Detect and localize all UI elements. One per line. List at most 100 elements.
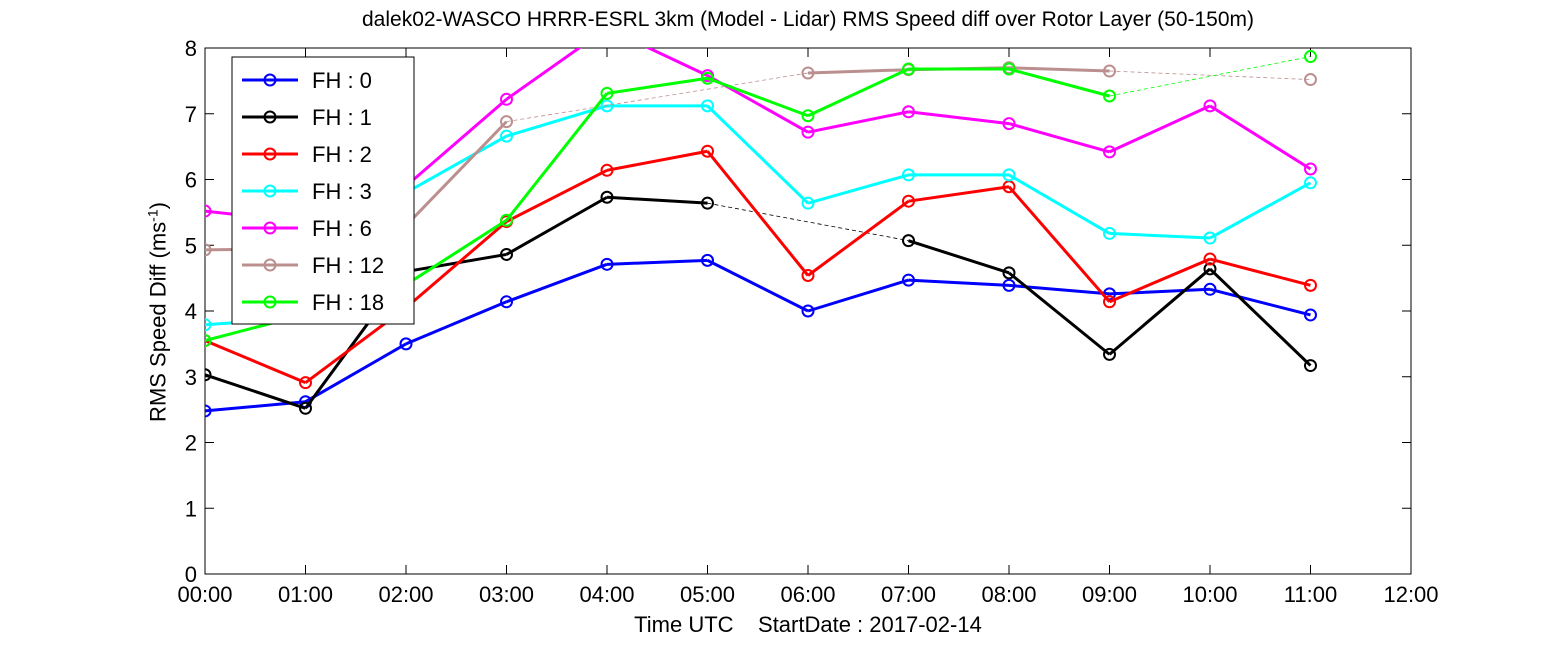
series-fh-0-point xyxy=(399,337,413,351)
series-fh-1-segment xyxy=(205,373,306,410)
series-fh-3-point xyxy=(500,129,513,143)
legend-marker xyxy=(263,184,277,198)
series-fh-18-point xyxy=(801,109,815,123)
series-fh-1-point xyxy=(1203,262,1217,276)
series-fh-2-point xyxy=(299,376,312,390)
series-fh-3-segment xyxy=(506,104,608,138)
legend-label: FH : 12 xyxy=(312,253,384,278)
series-fh-2-point xyxy=(801,268,815,282)
series-fh-18-segment xyxy=(405,219,508,286)
series-fh-0-point xyxy=(205,404,212,418)
series-fh-0-point xyxy=(801,304,815,318)
series-fh-2-point xyxy=(701,144,714,158)
series-fh-1-point xyxy=(1002,266,1016,280)
series-fh-6-segment xyxy=(645,48,709,77)
x-tick-label: 04:00 xyxy=(579,582,634,607)
x-tick-label: 12:00 xyxy=(1383,582,1438,607)
series-fh-2-segment xyxy=(606,149,708,172)
x-axis-label: Time UTC StartDate : 2017-02-14 xyxy=(634,612,982,637)
series-fh-1 xyxy=(205,190,1317,415)
series-fh-6-segment xyxy=(807,110,909,134)
series-fh-18-point xyxy=(1002,62,1016,76)
series-fh-6-segment xyxy=(505,48,582,101)
series-fh-12-point xyxy=(1103,64,1116,78)
y-tick-label: 2 xyxy=(185,431,197,456)
x-tick-label: 08:00 xyxy=(981,582,1036,607)
series-fh-1-point xyxy=(1304,359,1317,373)
series-fh-0-segment xyxy=(304,342,407,404)
series-fh-3-point xyxy=(1103,226,1116,240)
series-fh-3-segment xyxy=(1209,181,1312,240)
series-fh-0-segment xyxy=(706,259,809,313)
series-fh-3-segment xyxy=(706,104,810,205)
series-fh-2-segment xyxy=(1007,185,1111,303)
y-tick-label: 1 xyxy=(185,496,197,521)
series-fh-3-point xyxy=(902,168,915,182)
series-fh-3-point xyxy=(701,99,714,113)
chart-title: dalek02-WASCO HRRR-ESRL 3km (Model - Lid… xyxy=(361,8,1255,31)
y-tick-label: 6 xyxy=(185,168,197,193)
x-tick-label: 00:00 xyxy=(177,582,232,607)
series-fh-2-segment xyxy=(205,339,307,385)
series-fh-12-segment xyxy=(1008,66,1110,73)
series-fh-1-point xyxy=(701,196,714,210)
series-fh-0-point xyxy=(500,295,513,309)
x-tick-label: 10:00 xyxy=(1182,582,1237,607)
series-fh-3-point xyxy=(801,196,815,210)
series-fh-18-segment xyxy=(505,92,609,222)
y-axis-label-text: RMS Speed Diff (ms xyxy=(145,221,171,422)
series-fh-6-point xyxy=(1203,99,1217,113)
y-axis-label-superscript: -1 xyxy=(144,209,161,222)
series-fh-2-point xyxy=(1203,252,1217,266)
series-fh-1-segment xyxy=(505,195,608,256)
series-fh-6-segment xyxy=(1209,104,1312,171)
series-fh-18-gap-segment xyxy=(1109,56,1311,97)
series-fh-6-segment xyxy=(1108,104,1211,154)
series-fh-0-point xyxy=(701,253,714,267)
legend-entry: FH : 12 xyxy=(242,253,384,278)
series-fh-1-segment xyxy=(606,195,708,205)
series-fh-6-point xyxy=(1002,117,1016,131)
series-fh-1-segment xyxy=(1008,271,1111,356)
series-fh-18-point xyxy=(1304,50,1317,64)
series-fh-18-segment xyxy=(706,76,809,118)
series-fh-1-segment xyxy=(908,239,1010,275)
y-axis-label: RMS Speed Diff (ms-1) xyxy=(144,202,171,422)
series-fh-6-point xyxy=(902,105,915,119)
series-fh-2-point xyxy=(902,194,915,208)
series-fh-18-point xyxy=(600,86,614,100)
x-tick-label: 03:00 xyxy=(479,582,534,607)
series-fh-12-segment xyxy=(807,68,909,75)
legend-marker xyxy=(263,295,277,309)
series-fh-2-segment xyxy=(807,199,910,277)
series-fh-1-segment xyxy=(1208,267,1312,367)
series-fh-3-segment xyxy=(405,134,508,194)
series-fh-3-point xyxy=(1203,231,1217,245)
series-fh-3-point xyxy=(600,99,614,113)
y-tick-label: 8 xyxy=(185,36,197,61)
series-fh-0-point xyxy=(902,273,915,287)
y-tick-label: 5 xyxy=(185,233,197,258)
legend-entry: FH : 2 xyxy=(242,142,372,167)
legend-label: FH : 18 xyxy=(312,290,384,315)
legend-label: FH : 0 xyxy=(312,68,372,93)
series-fh-12-point xyxy=(1304,73,1317,87)
series-fh-1-point xyxy=(500,247,513,261)
series-fh-1-point xyxy=(299,401,312,415)
series-fh-0-segment xyxy=(908,278,1010,287)
x-tick-label: 11:00 xyxy=(1284,582,1337,607)
series-fh-6-segment xyxy=(1008,122,1110,154)
series-fh-3-segment xyxy=(1109,231,1211,240)
series-fh-2-point xyxy=(1304,278,1317,292)
legend-entry: FH : 3 xyxy=(242,179,372,204)
series-fh-18-point xyxy=(205,334,212,348)
series-fh-18-segment xyxy=(606,76,708,95)
series-fh-6-point xyxy=(500,92,513,106)
series-fh-0-segment xyxy=(1209,287,1311,317)
x-tick-label: 02:00 xyxy=(378,582,433,607)
legend-marker xyxy=(263,258,277,272)
series-fh-3-point xyxy=(1002,168,1016,182)
series-fh-1-point xyxy=(600,190,614,204)
legend-marker xyxy=(263,147,277,161)
